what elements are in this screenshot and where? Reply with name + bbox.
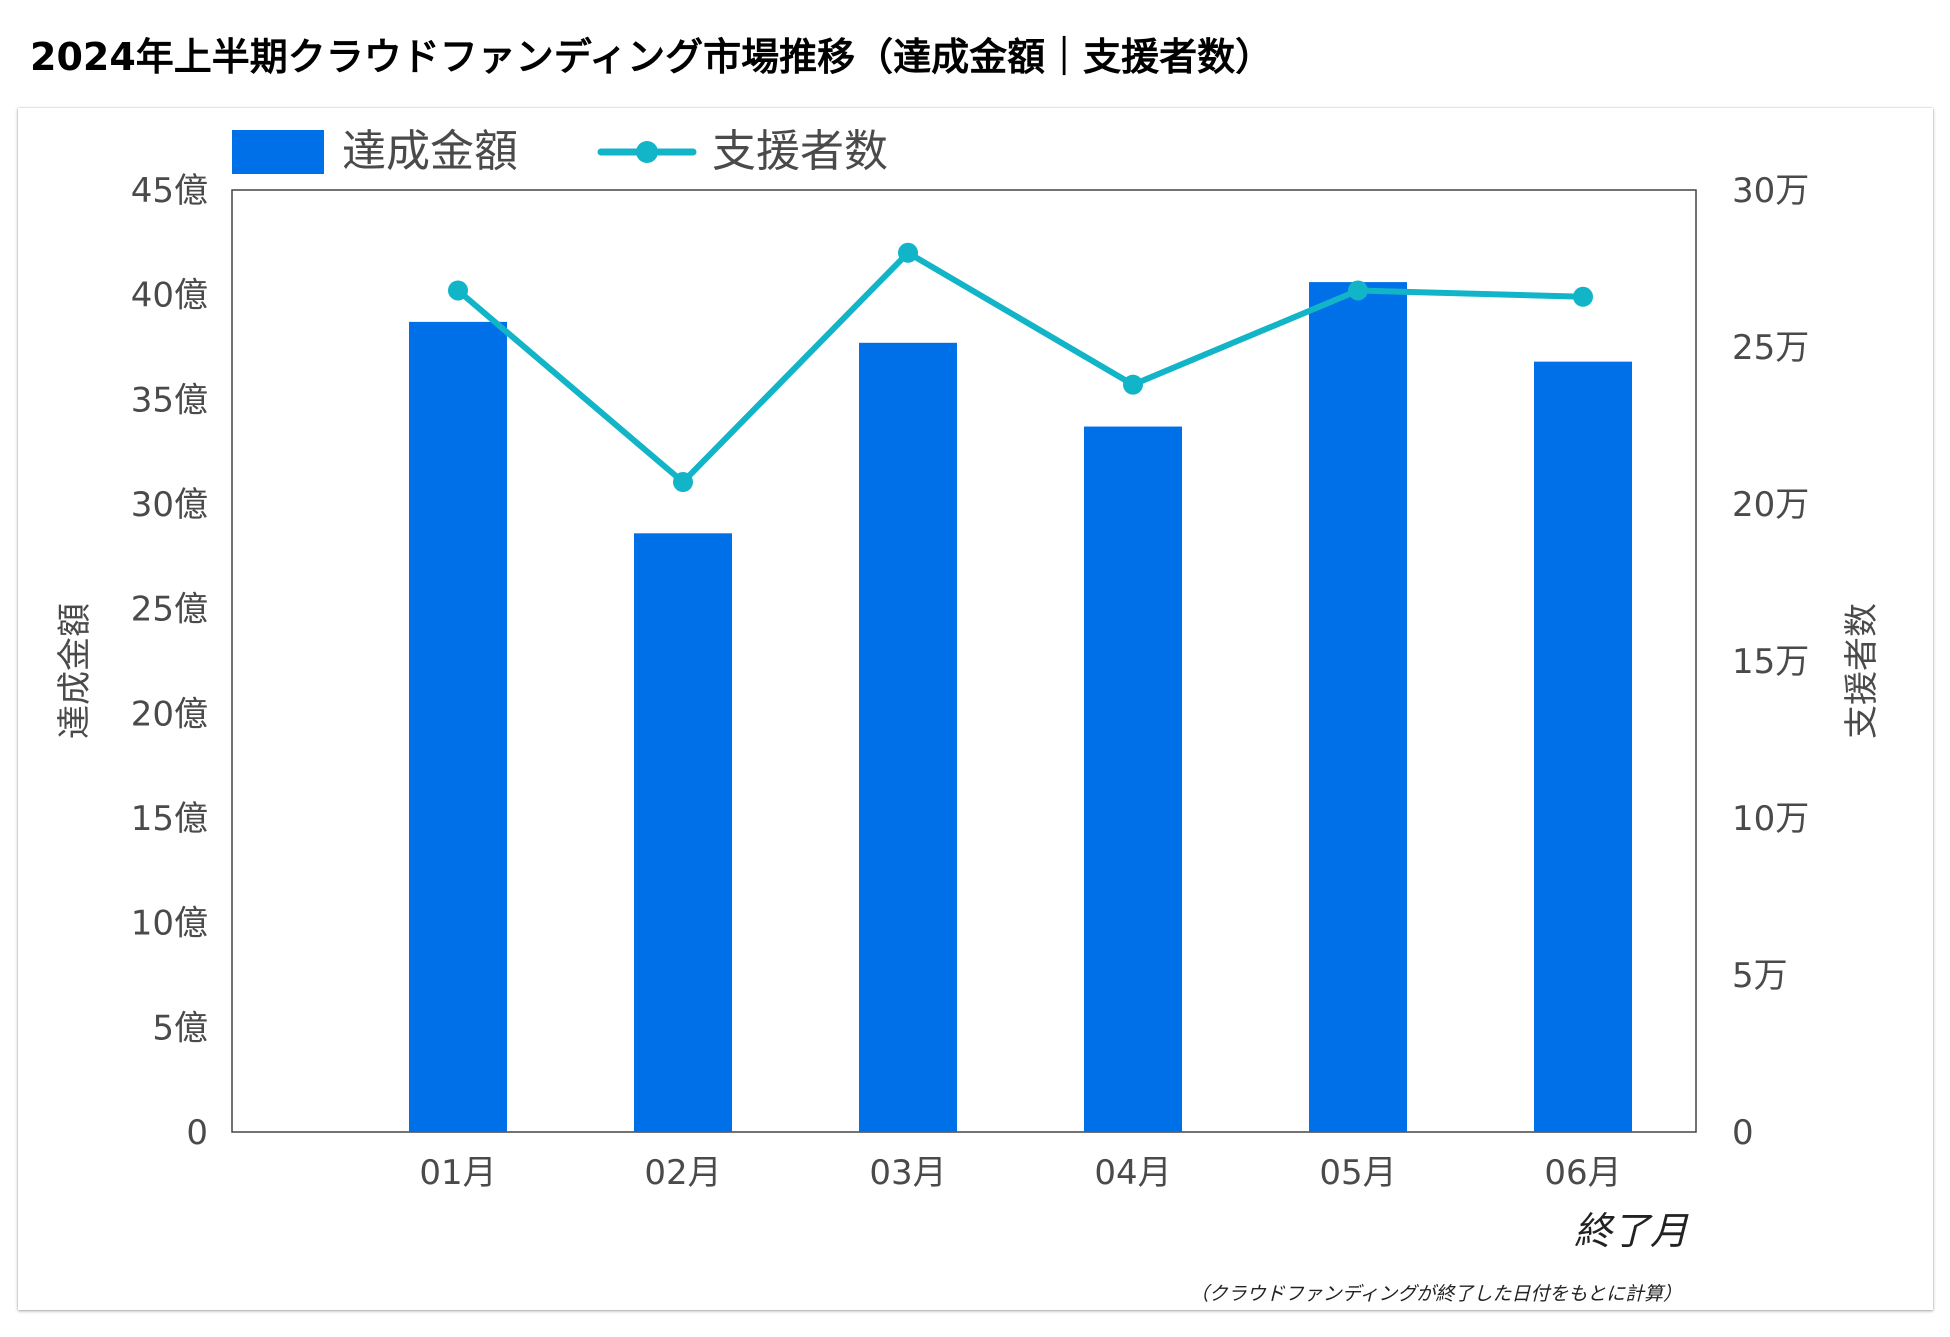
legend-line-label: 支援者数 bbox=[712, 126, 888, 177]
page-title: 2024年上半期クラウドファンディング市場推移（達成金額｜支援者数） bbox=[30, 35, 1274, 79]
x-tick-label: 03月 bbox=[869, 1153, 946, 1193]
y-right-tick-label: 20万 bbox=[1732, 485, 1809, 525]
y-left-tick-label: 25億 bbox=[131, 590, 208, 630]
line-point-1 bbox=[448, 280, 468, 301]
legend-bar-swatch bbox=[232, 130, 324, 174]
line-point-5 bbox=[1348, 280, 1368, 301]
x-axis-note: （クラウドファンディングが終了した日付をもとに計算） bbox=[1190, 1283, 1682, 1305]
y-left-tick-label: 35億 bbox=[131, 380, 208, 420]
x-tick-label: 05月 bbox=[1319, 1153, 1396, 1193]
y-left-tick-label: 45億 bbox=[131, 171, 208, 211]
x-tick-label: 01月 bbox=[419, 1153, 496, 1193]
x-axis-title: 終了月 bbox=[1574, 1209, 1689, 1253]
y-left-axis-title: 達成金額 bbox=[55, 603, 95, 739]
y-right-axis-title: 支援者数 bbox=[1842, 603, 1882, 739]
y-left-tick-label: 15億 bbox=[131, 799, 208, 839]
y-right-tick-label: 5万 bbox=[1732, 956, 1788, 996]
y-left-tick-label: 20億 bbox=[131, 694, 208, 734]
legend-bar-label: 達成金額 bbox=[342, 126, 518, 177]
y-right-tick-label: 15万 bbox=[1732, 642, 1809, 682]
line-point-2 bbox=[673, 472, 693, 493]
y-left-tick-label: 10億 bbox=[131, 904, 208, 944]
bar-4 bbox=[1084, 426, 1182, 1133]
x-tick-label: 04月 bbox=[1094, 1153, 1171, 1193]
y-left-tick-label: 5億 bbox=[152, 1008, 208, 1048]
plot-frame bbox=[231, 189, 1697, 1133]
x-tick-label: 06月 bbox=[1544, 1153, 1621, 1193]
bar-1 bbox=[409, 321, 507, 1132]
y-right-tick-label: 10万 bbox=[1732, 799, 1809, 839]
y-left-tick-label: 40億 bbox=[131, 276, 208, 316]
y-right-tick-label: 25万 bbox=[1732, 328, 1809, 368]
x-tick-label: 02月 bbox=[644, 1153, 721, 1193]
bar-5 bbox=[1309, 282, 1407, 1132]
legend-line-marker bbox=[636, 141, 658, 163]
bar-3 bbox=[859, 342, 957, 1132]
line-point-3 bbox=[898, 242, 918, 263]
line-point-4 bbox=[1123, 374, 1143, 395]
chart-card: 0 5億 10億 15億 20億 25億 30億 35億 40億 45億 0 5万 10万 15万 20万 2… bbox=[18, 108, 1933, 1310]
y-left-tick-label: 0 bbox=[186, 1113, 208, 1153]
line-point-6 bbox=[1573, 286, 1593, 307]
combo-chart: 0 5億 10億 15億 20億 25億 30億 35億 40億 45億 0 5万 10万 15万 20万 2… bbox=[55, 126, 1882, 1305]
y-right-tick-label: 0 bbox=[1732, 1113, 1754, 1153]
y-left-tick-label: 30億 bbox=[131, 485, 208, 525]
bar-6 bbox=[1534, 361, 1632, 1132]
bar-2 bbox=[634, 533, 732, 1132]
y-right-tick-label: 30万 bbox=[1732, 171, 1809, 211]
line-series-path bbox=[455, 249, 1586, 486]
